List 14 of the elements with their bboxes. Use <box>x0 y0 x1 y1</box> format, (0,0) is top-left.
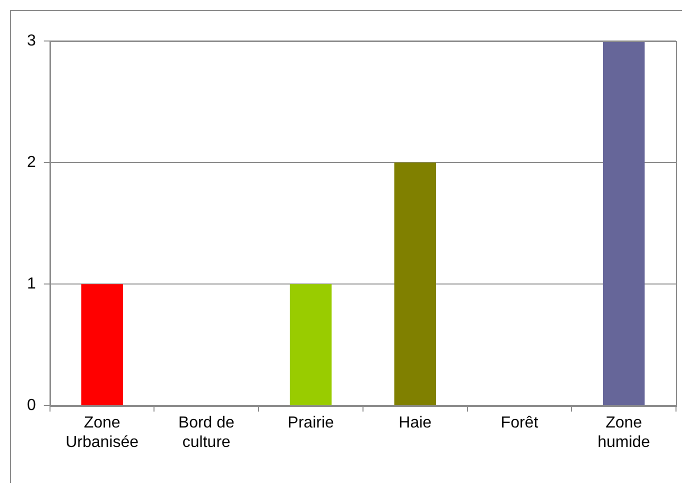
x-tick-label: Zone Urbanisée <box>66 414 139 451</box>
x-tick-label: Prairie <box>288 414 334 432</box>
bar <box>81 284 123 406</box>
bar <box>394 162 436 406</box>
bar <box>290 284 332 406</box>
y-tick-label: 3 <box>26 32 36 50</box>
x-tick-label: Haie <box>398 414 432 432</box>
x-tick-label: Zone humide <box>598 414 650 451</box>
x-tick-label: Forêt <box>500 414 539 432</box>
y-tick-label: 1 <box>26 275 36 292</box>
bar <box>602 41 645 406</box>
y-tick-label: 0 <box>26 397 36 414</box>
x-tick-label: Bord de culture <box>178 414 235 451</box>
y-tick-label: 2 <box>26 154 36 171</box>
